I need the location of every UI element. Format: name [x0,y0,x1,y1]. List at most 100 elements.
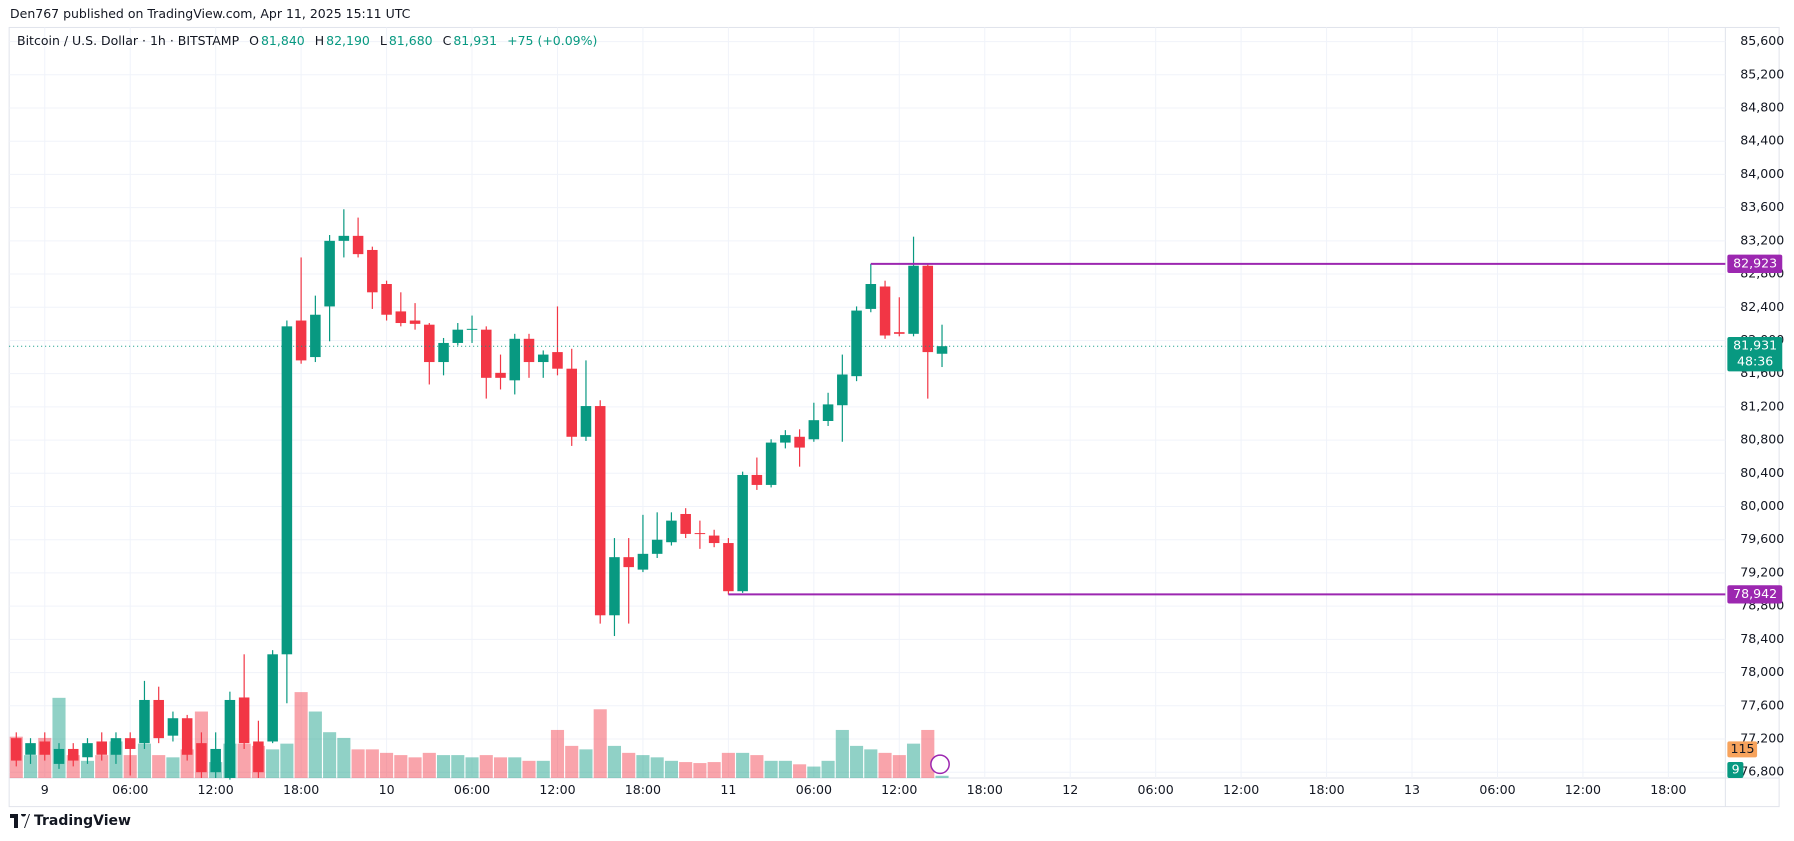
publish-header: Den767 published on TradingView.com, Apr… [10,6,411,21]
candle-body [808,420,820,440]
y-tick-label: 83,600 [1740,199,1784,214]
y-tick-label: 76,800 [1740,764,1784,779]
footer: TradingView [10,813,131,829]
o-label: O [249,33,259,48]
candle-body [167,718,179,736]
y-tick-label: 84,400 [1740,133,1784,148]
grid [9,27,1726,779]
x-tick-label: 06:00 [1479,782,1515,797]
volume-bar [137,743,152,779]
candle-body [666,520,677,543]
candle-body [452,329,464,343]
candle-body [39,741,51,755]
volume-bar [764,760,778,779]
candle-body [680,513,691,534]
x-tick-label: 12:00 [539,782,575,797]
candle-body [780,435,791,443]
candle-body [53,748,65,764]
candle-body [352,235,364,255]
candle-body [765,442,777,485]
c-label: C [442,33,452,48]
volume-bar [593,709,607,779]
candle-body [11,738,22,761]
volume-bar [565,745,579,779]
x-tick-label: 18:00 [1308,782,1344,797]
volume-bar [550,729,565,779]
logo [10,814,30,828]
volume-bar [693,763,707,779]
volume-bar [180,749,194,779]
volume-bar [935,775,949,779]
volume-bar [337,737,351,779]
volume-bar [294,692,308,779]
candle-body [552,352,563,369]
y-tick-label: 85,200 [1740,66,1784,81]
volume-bar [465,757,479,779]
candle-body [936,346,948,354]
volume-bar [323,732,337,779]
candle-body [110,738,122,755]
volume-bar [864,749,878,779]
y-tick-label: 80,800 [1740,432,1784,447]
candle-body [594,406,606,616]
volume-bar [451,755,465,779]
candle-body [822,404,834,422]
volume-bar [736,752,750,779]
volume-bar [380,752,394,779]
candle-body [253,741,264,773]
candle-body [25,743,36,755]
chart-frame [8,26,1780,808]
symbol[interactable]: Bitcoin / U.S. Dollar · 1h · BITSTAMP [17,33,240,48]
candle-body [908,265,919,334]
candle-body [96,741,107,755]
volume-last-label: 9 [1732,762,1740,777]
x-tick-label: 12:00 [881,782,917,797]
candle-body [708,535,720,544]
y-tick-label: 84,800 [1740,99,1784,114]
candle-body [409,320,421,324]
candle-body [523,338,535,363]
volume-bar [23,755,38,779]
volume-bar [579,749,593,779]
candle-body [537,354,549,363]
volume-bar [650,757,664,779]
candle-body [637,553,649,570]
price-label: 78,942 [1733,586,1777,601]
candle-body [281,326,293,655]
x-tick-label: 06:00 [454,782,490,797]
y-tick-label: 80,400 [1740,465,1784,480]
open-value: 81,840 [260,33,305,48]
volume-bar [793,764,807,779]
plot [9,209,1726,780]
volume-bar [80,760,95,779]
y-tick-label: 79,600 [1740,531,1784,546]
volume-bar [906,743,921,779]
volume-bar [721,752,735,779]
countdown-label: 48:36 [1737,354,1773,369]
axes: 76,80077,20077,60078,00078,40078,80079,2… [41,33,1784,797]
volume-bar [394,755,408,779]
candle-body [851,310,862,377]
candle-body [723,543,734,592]
x-tick-label: 12:00 [1565,782,1601,797]
y-tick-label: 77,600 [1740,697,1784,712]
candle-body [267,654,278,742]
volume-bar [280,743,294,779]
volume-last-box [1727,761,1744,779]
volume-bar [607,745,622,779]
candle-body [495,372,506,378]
y-tick-label: 78,000 [1740,664,1784,679]
low-value: 81,680 [388,33,433,48]
volume-bar [878,752,892,779]
y-tick-label: 83,200 [1740,232,1784,247]
candle-body [922,265,934,353]
candle-body [196,743,207,773]
volume-bar [493,757,508,779]
x-tick-label: 18:00 [967,782,1003,797]
candle-body [751,474,763,485]
x-tick-label: 18:00 [625,782,661,797]
candle-body [737,474,748,592]
